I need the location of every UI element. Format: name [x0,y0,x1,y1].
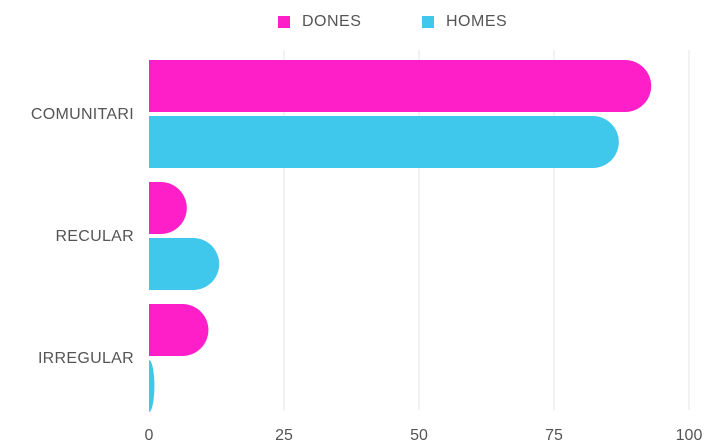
legend-item-homes[interactable]: HOMES [422,10,507,34]
legend-label-homes: HOMES [446,13,508,30]
category-label-comunitari: COMUNITARI [31,106,134,123]
legend-label-dones: DONES [302,13,362,30]
x-tick-label-0: 0 [145,427,154,444]
x-tick-label-75: 75 [545,427,563,444]
bar-homes-comunitari [149,116,619,168]
bar-dones-irregular [149,304,209,356]
bar-homes-irregular [149,360,155,412]
legend: DONES HOMES [0,10,708,34]
bar-dones-recular [149,182,187,234]
category-label-irregular: IRREGULAR [38,350,134,367]
bar-homes-recular [149,238,220,290]
category-label-recular: RECULAR [55,228,134,245]
x-tick-label-50: 50 [410,427,428,444]
bar-dones-comunitari [149,60,652,112]
x-tick-label-25: 25 [275,427,293,444]
legend-swatch-dones [278,16,290,28]
x-tick-label-100: 100 [676,427,703,444]
legend-item-dones[interactable]: DONES [278,10,361,34]
legend-swatch-homes [422,16,434,28]
